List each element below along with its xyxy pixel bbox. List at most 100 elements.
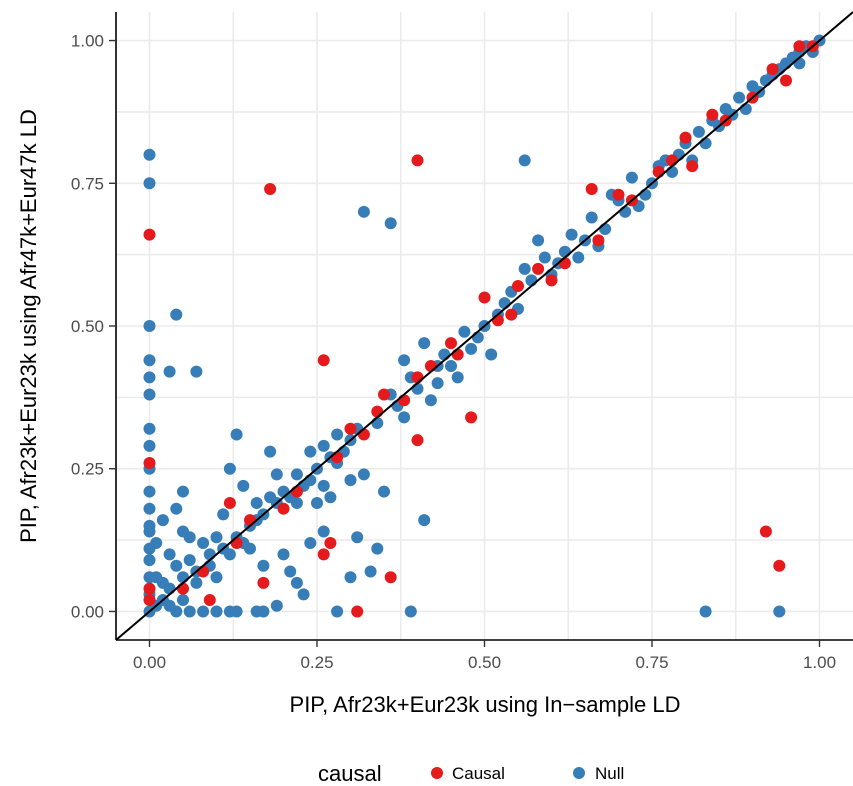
- point-null: [197, 605, 210, 618]
- point-null: [485, 348, 498, 361]
- point-null: [518, 154, 531, 167]
- point-null: [311, 496, 323, 509]
- point-causal: [558, 257, 571, 270]
- point-null: [230, 428, 243, 441]
- x-axis-title: PIP, Afr23k+Eur23k using In−sample LD: [290, 692, 681, 717]
- point-null: [304, 474, 317, 487]
- point-causal: [230, 536, 243, 549]
- y-tick-label: 0.00: [71, 602, 104, 621]
- point-causal: [411, 434, 424, 447]
- point-null: [170, 605, 183, 618]
- point-causal: [351, 605, 364, 618]
- point-causal: [793, 40, 806, 53]
- point-causal: [290, 485, 303, 498]
- point-null: [223, 462, 236, 475]
- identity-line: [115, 11, 853, 641]
- point-null: [163, 365, 176, 378]
- point-null: [699, 137, 712, 150]
- y-axis-title: PIP, Afr23k+Eur23k using Afr47k+Eur47k L…: [16, 109, 41, 543]
- point-causal: [612, 188, 625, 201]
- point-causal: [706, 108, 719, 121]
- point-null: [619, 205, 632, 218]
- point-null: [371, 417, 384, 430]
- point-causal: [371, 405, 384, 418]
- point-causal: [465, 411, 478, 424]
- point-null: [317, 479, 330, 492]
- point-null: [197, 536, 210, 549]
- point-null: [471, 331, 484, 344]
- point-null: [143, 502, 156, 515]
- point-null: [143, 371, 156, 384]
- point-null: [364, 565, 377, 578]
- point-null: [418, 514, 431, 527]
- point-causal: [257, 576, 270, 589]
- point-null: [532, 234, 545, 247]
- point-causal: [478, 291, 491, 304]
- point-null: [773, 605, 786, 618]
- point-null: [150, 536, 163, 549]
- point-null: [170, 559, 183, 572]
- point-null: [331, 605, 344, 618]
- point-causal: [203, 594, 216, 607]
- point-null: [317, 525, 330, 538]
- point-null: [525, 274, 538, 287]
- legend: causal Causal Null: [318, 761, 624, 786]
- point-null: [210, 605, 223, 618]
- y-tick-label: 0.25: [71, 460, 104, 479]
- point-null: [304, 445, 317, 458]
- point-causal: [445, 337, 457, 350]
- point-null: [163, 548, 176, 561]
- point-causal: [532, 262, 545, 275]
- x-tick-label: 0.00: [133, 653, 166, 672]
- point-null: [304, 536, 317, 549]
- point-null: [331, 428, 344, 441]
- legend-title: causal: [318, 761, 382, 786]
- point-causal: [264, 182, 277, 195]
- point-causal: [317, 548, 330, 561]
- y-tick-label: 0.50: [71, 317, 104, 336]
- point-null: [498, 297, 511, 310]
- point-null: [277, 548, 290, 561]
- point-causal: [331, 451, 344, 464]
- point-causal: [512, 280, 524, 293]
- point-null: [143, 519, 156, 532]
- point-null: [143, 422, 156, 435]
- point-null: [424, 394, 437, 407]
- point-null: [518, 262, 531, 275]
- point-null: [451, 371, 464, 384]
- point-null: [190, 365, 203, 378]
- point-null: [250, 496, 263, 509]
- point-null: [150, 571, 163, 584]
- point-causal: [143, 582, 156, 595]
- point-null: [465, 342, 478, 355]
- point-null: [257, 605, 270, 618]
- point-null: [445, 359, 457, 372]
- point-null: [143, 354, 156, 367]
- point-null: [398, 411, 411, 424]
- point-null: [739, 103, 752, 116]
- point-causal: [424, 359, 437, 372]
- point-null: [344, 571, 357, 584]
- point-null: [780, 57, 792, 70]
- point-null: [270, 468, 283, 481]
- point-null: [404, 605, 417, 618]
- point-causal: [773, 559, 786, 572]
- reference-line-layer: [115, 11, 853, 641]
- point-null: [733, 91, 746, 104]
- point-causal: [451, 348, 464, 361]
- point-null: [290, 468, 303, 481]
- point-null: [357, 468, 370, 481]
- point-null: [793, 57, 806, 70]
- point-causal: [384, 571, 397, 584]
- point-null: [458, 325, 471, 338]
- point-null: [177, 485, 189, 498]
- point-null: [177, 571, 189, 584]
- point-causal: [177, 582, 189, 595]
- point-null: [190, 576, 203, 589]
- point-null: [371, 542, 384, 555]
- point-null: [143, 485, 156, 498]
- x-tick-label: 0.25: [300, 653, 333, 672]
- y-tick-label: 0.75: [71, 174, 104, 193]
- point-null: [398, 354, 411, 367]
- point-null: [538, 251, 551, 264]
